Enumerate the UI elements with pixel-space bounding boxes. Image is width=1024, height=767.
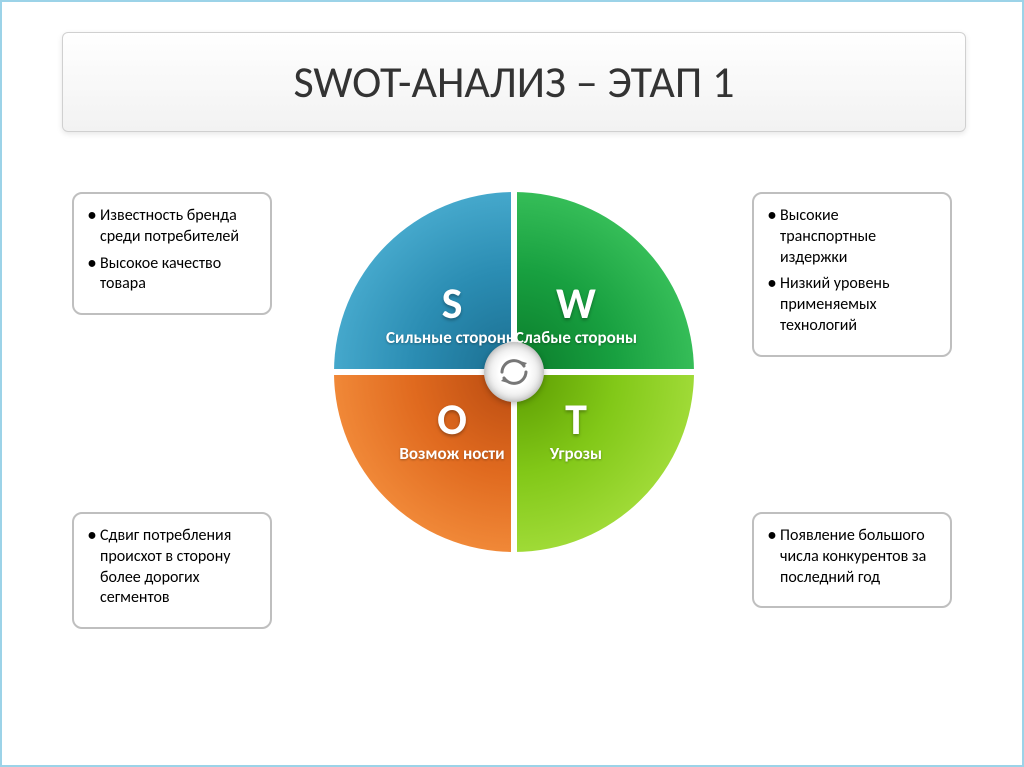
title-box: SWOT-АНАЛИЗ – ЭТАП 1 [62,32,966,132]
list-item: Известность бренда среди потребителей [88,206,256,248]
info-box-weaknesses: Высокие транспортные издержки Низкий уро… [752,192,952,357]
quadrant-label: Угрозы [550,445,602,464]
cycle-arrows-icon [496,354,532,390]
quadrant-weaknesses: W Слабые стороны [514,192,694,372]
list-item: Низкий уровень применяемых технологий [768,274,936,336]
center-ring [484,342,544,402]
list-item: Высокое качество товара [88,254,256,296]
quadrant-label: Сильные стороны [386,329,514,348]
quadrant-letter: W [556,281,596,325]
quadrant-opportunities: O Возмож ности [334,372,514,552]
info-box-opportunities: Сдвиг потребления происхот в сторону бол… [72,512,272,629]
list-item: Высокие транспортные издержки [768,206,936,268]
info-box-strengths: Известность бренда среди потребителей Вы… [72,192,272,315]
info-box-threats: Появление большого числа конкурентов за … [752,512,952,608]
list-item: Появление большого числа конкурентов за … [768,526,936,588]
quadrant-letter: O [437,397,467,441]
quadrant-label: Слабые стороны [515,329,637,348]
swot-circle: S Сильные стороны W Слабые стороны O Воз… [334,192,694,552]
page-title: SWOT-АНАЛИЗ – ЭТАП 1 [294,55,735,109]
list-item: Сдвиг потребления происхот в сторону бол… [88,526,256,609]
quadrant-strengths: S Сильные стороны [334,192,514,372]
quadrant-label: Возмож ности [399,445,504,464]
diagram-area: Известность бренда среди потребителей Вы… [2,162,1024,762]
quadrant-letter: T [565,397,587,441]
quadrant-threats: T Угрозы [514,372,694,552]
quadrant-letter: S [442,281,463,325]
